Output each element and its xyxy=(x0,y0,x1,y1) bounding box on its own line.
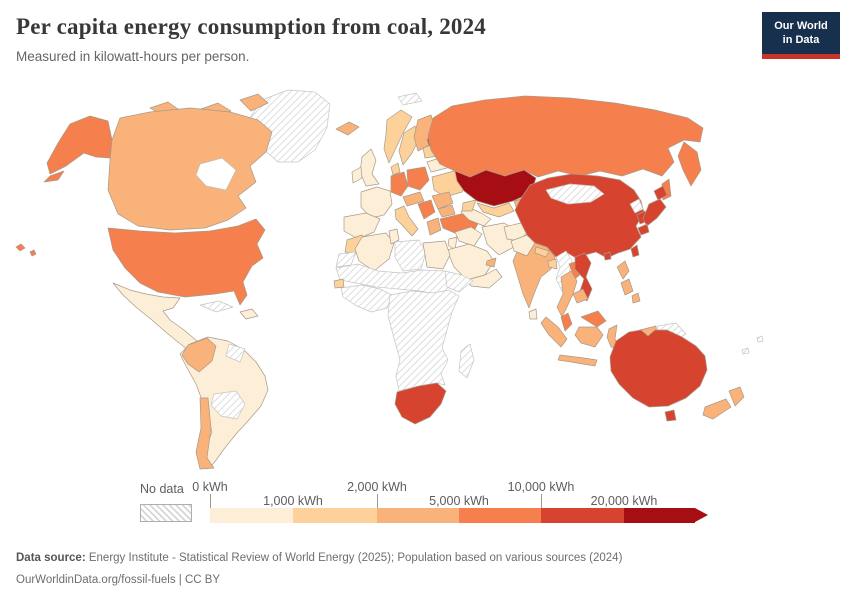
country-cambodia[interactable] xyxy=(572,288,589,304)
country-canada[interactable] xyxy=(107,107,273,231)
legend-tick xyxy=(541,494,542,508)
country-hispaniola[interactable] xyxy=(239,308,259,320)
country-thailand[interactable] xyxy=(556,270,578,318)
map-legend: No data 0 kWh 2,000 kWh 10,000 kWh 1,000… xyxy=(0,478,850,536)
country-bangladesh[interactable] xyxy=(547,258,558,270)
chart-footer: Data source: Energy Institute - Statisti… xyxy=(16,547,622,592)
country-united-kingdom[interactable] xyxy=(359,148,380,187)
borneo-indonesia[interactable] xyxy=(574,326,604,348)
country-bulgaria[interactable] xyxy=(437,204,456,218)
owid-logo[interactable]: Our World in Data xyxy=(762,12,840,59)
borneo-malaysia[interactable] xyxy=(580,310,607,328)
country-saudi-arabia[interactable] xyxy=(446,243,495,281)
country-romania[interactable] xyxy=(431,191,454,210)
data-source-line: Data source: Energy Institute - Statisti… xyxy=(16,547,622,569)
sumatra[interactable] xyxy=(540,316,568,348)
country-iceland[interactable] xyxy=(335,121,360,136)
tasmania[interactable] xyxy=(664,409,677,422)
country-nepal[interactable] xyxy=(534,246,550,258)
scale-segment-b2[interactable] xyxy=(293,508,377,523)
country-egypt[interactable] xyxy=(422,240,451,270)
country-germany[interactable] xyxy=(390,171,409,197)
license-line[interactable]: OurWorldinData.org/fossil-fuels | CC BY xyxy=(16,574,221,587)
country-france[interactable] xyxy=(360,186,393,219)
country-algeria[interactable] xyxy=(354,232,395,272)
legend-tick xyxy=(210,494,211,508)
hawaii[interactable] xyxy=(15,243,37,257)
no-data-label: No data xyxy=(140,482,184,496)
pacific-islands[interactable] xyxy=(741,335,764,355)
country-iraq-syria[interactable] xyxy=(454,226,483,247)
country-india[interactable] xyxy=(512,242,556,309)
scale-segment-b6[interactable] xyxy=(624,508,695,523)
legend-label-2000: 2,000 kWh xyxy=(347,480,407,494)
country-south-africa[interactable] xyxy=(394,382,447,425)
legend-label-0: 0 kWh xyxy=(192,480,228,494)
country-uae[interactable] xyxy=(485,257,497,268)
owid-logo-line1: Our World xyxy=(774,20,828,32)
legend-label-10000: 10,000 kWh xyxy=(507,480,575,494)
color-scale-bar[interactable] xyxy=(210,508,708,523)
page-subtitle: Measured in kilowatt-hours per person. xyxy=(16,49,250,64)
central-southern-africa[interactable] xyxy=(387,289,460,392)
legend-label-5000: 5,000 kWh xyxy=(429,494,489,508)
country-caucasus[interactable] xyxy=(461,199,477,212)
scale-segment-b1[interactable] xyxy=(210,508,293,523)
scale-arrow xyxy=(695,508,708,522)
country-new-zealand[interactable] xyxy=(702,386,745,420)
country-ireland[interactable] xyxy=(351,166,363,184)
country-greece[interactable] xyxy=(426,217,442,236)
country-sri-lanka[interactable] xyxy=(528,308,538,320)
country-italy[interactable] xyxy=(394,205,419,237)
country-yemen-oman[interactable] xyxy=(466,268,503,289)
country-libya[interactable] xyxy=(394,239,427,272)
country-bolivia-paraguay[interactable] xyxy=(210,390,246,420)
java[interactable] xyxy=(557,354,598,367)
legend-label-1000: 1,000 kWh xyxy=(263,494,323,508)
country-taiwan[interactable] xyxy=(630,244,640,258)
country-guyana-suriname[interactable] xyxy=(225,343,246,363)
country-tunisia[interactable] xyxy=(388,228,400,245)
country-china[interactable] xyxy=(514,173,645,259)
legend-tick xyxy=(377,494,378,508)
country-north-korea[interactable] xyxy=(629,198,644,214)
country-spain-portugal[interactable] xyxy=(343,212,381,240)
legend-label-20000: 20,000 kWh xyxy=(590,494,658,508)
country-australia[interactable] xyxy=(609,329,708,408)
sahel-belt[interactable] xyxy=(335,263,453,296)
alaska[interactable] xyxy=(43,115,113,183)
country-mongolia[interactable] xyxy=(545,183,605,205)
country-poland[interactable] xyxy=(406,166,430,191)
country-vietnam[interactable] xyxy=(574,252,593,302)
country-uzbekistan[interactable] xyxy=(476,202,515,218)
hudson-bay xyxy=(195,157,237,191)
owid-logo-line2: in Data xyxy=(782,34,820,47)
country-czechia-austria[interactable] xyxy=(402,191,425,207)
country-cuba[interactable] xyxy=(199,300,234,313)
horn-of-africa[interactable] xyxy=(444,270,474,293)
data-source-label: Data source: xyxy=(16,552,86,564)
country-norway[interactable] xyxy=(383,109,413,164)
hainan[interactable] xyxy=(603,251,612,261)
scale-segment-b5[interactable] xyxy=(541,508,624,523)
country-senegal[interactable] xyxy=(333,278,345,289)
page-title: Per capita energy consumption from coal,… xyxy=(16,14,487,39)
country-japan[interactable] xyxy=(637,185,668,236)
scale-segment-b3[interactable] xyxy=(377,508,459,523)
country-balkans[interactable] xyxy=(417,199,436,220)
country-colombia[interactable] xyxy=(181,337,217,373)
no-data-swatch[interactable] xyxy=(140,504,192,522)
country-philippines[interactable] xyxy=(616,260,641,304)
country-united-states[interactable] xyxy=(107,218,266,306)
country-malaysia-peninsula[interactable] xyxy=(560,312,573,332)
country-chile[interactable] xyxy=(195,397,215,470)
west-africa-coast[interactable] xyxy=(340,284,393,313)
country-svalbard[interactable] xyxy=(397,92,423,106)
data-source-text: Energy Institute - Statistical Review of… xyxy=(85,552,623,564)
chart-header: Per capita energy consumption from coal,… xyxy=(16,14,740,64)
country-madagascar[interactable] xyxy=(458,343,475,379)
country-denmark[interactable] xyxy=(390,162,401,176)
scale-segment-b4[interactable] xyxy=(459,508,541,523)
